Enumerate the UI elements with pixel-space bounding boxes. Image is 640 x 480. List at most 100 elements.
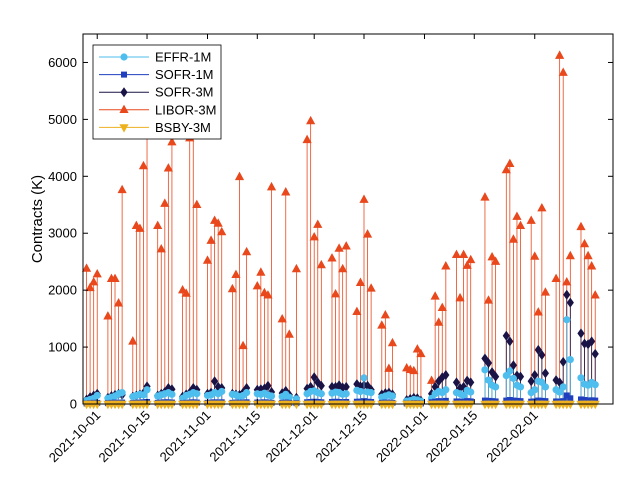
sofr-3m-point xyxy=(566,297,574,308)
libor-3m-point xyxy=(313,219,323,228)
libor-3m-point xyxy=(355,277,366,286)
effr-1m-point xyxy=(367,389,375,397)
series-libor-3m xyxy=(81,50,600,404)
bsby-3m-point xyxy=(341,400,351,410)
libor-3m-point xyxy=(480,192,490,201)
legend-marker-sofr-1m xyxy=(121,71,127,78)
y-tick-label: 1000 xyxy=(48,340,77,355)
sofr-3m-point xyxy=(353,379,361,390)
sofr-1m-point xyxy=(577,396,584,403)
bsby-3m-point xyxy=(590,400,600,410)
bsby-3m-point xyxy=(192,400,202,410)
libor-3m-point xyxy=(537,202,547,212)
sofr-3m-point xyxy=(492,371,500,382)
sofr-3m-point xyxy=(556,377,564,388)
libor-3m-point xyxy=(462,260,472,269)
libor-3m-point xyxy=(135,223,145,232)
plot-area xyxy=(81,50,600,410)
libor-3m-point xyxy=(181,288,191,297)
sofr-3m-point xyxy=(335,380,343,391)
sofr-3m-point xyxy=(559,356,567,367)
x-tick-label: 2022-02-01 xyxy=(483,408,541,466)
libor-3m-point xyxy=(515,220,526,230)
x-tick-label: 2021-11-01 xyxy=(157,408,214,465)
legend-marker-bsby-3m xyxy=(119,124,129,133)
libor-3m-point xyxy=(587,261,597,270)
y-tick-label: 2000 xyxy=(48,283,77,298)
x-tick-label: 2021-10-01 xyxy=(46,408,104,466)
libor-3m-point xyxy=(380,310,390,319)
libor-3m-point xyxy=(508,234,519,243)
libor-3m-point xyxy=(555,50,565,59)
legend-label-bsby-3m: BSBY-3M xyxy=(155,120,211,135)
libor-3m-point xyxy=(316,259,326,269)
x-tick-label: 2021-12-15 xyxy=(312,408,370,466)
effr-1m-point xyxy=(492,383,500,391)
effr-1m-point xyxy=(506,367,514,375)
sofr-3m-point xyxy=(317,380,325,391)
libor-3m-point xyxy=(341,241,351,250)
libor-3m-point xyxy=(579,238,590,248)
libor-3m-point xyxy=(227,283,237,293)
effr-1m-point xyxy=(193,390,201,398)
bsby-3m-point xyxy=(117,400,127,410)
bsby-3m-point xyxy=(316,400,326,410)
sofr-1m-point xyxy=(581,397,588,404)
sofr-1m-point xyxy=(563,392,570,399)
effr-1m-point xyxy=(388,392,397,400)
sofr-3m-point xyxy=(534,344,542,355)
effr-1m-point xyxy=(566,356,574,364)
libor-3m-point xyxy=(277,313,287,323)
sofr-3m-point xyxy=(363,380,372,391)
sofr-3m-point xyxy=(531,369,539,380)
libor-3m-point xyxy=(352,306,362,315)
libor-3m-point xyxy=(583,250,593,260)
effr-1m-point xyxy=(460,391,468,400)
libor-3m-point xyxy=(167,136,177,146)
libor-3m-point xyxy=(434,317,444,326)
sofr-3m-point xyxy=(342,381,350,392)
bsby-3m-point xyxy=(441,400,451,410)
plot-frame xyxy=(82,33,614,405)
libor-3m-point xyxy=(441,261,451,270)
y-axis-label: Contracts (K) xyxy=(29,175,46,263)
libor-3m-point xyxy=(256,267,266,276)
libor-3m-point xyxy=(377,320,387,329)
libor-3m-point xyxy=(309,232,319,241)
effr-1m-point xyxy=(484,376,493,384)
y-tick-label: 6000 xyxy=(48,55,77,70)
libor-3m-point xyxy=(334,243,344,252)
effr-1m-point xyxy=(243,389,251,397)
effr-1m-point xyxy=(143,386,151,394)
effr-1m-point xyxy=(317,390,325,398)
bsby-3m-point xyxy=(540,400,551,410)
sofr-1m-point xyxy=(510,397,517,404)
sofr-3m-point xyxy=(591,348,599,359)
libor-3m-point xyxy=(138,160,149,170)
series-bsby-3m xyxy=(81,400,600,410)
libor-3m-point xyxy=(110,273,120,282)
x-tick-label: 2021-12-01 xyxy=(263,408,321,466)
libor-3m-point xyxy=(156,243,166,253)
bsby-3m-point xyxy=(515,400,526,410)
effr-1m-point xyxy=(342,390,350,398)
libor-3m-point xyxy=(384,363,394,372)
legend-label-effr-1m: EFFR-1M xyxy=(155,50,211,65)
libor-3m-point xyxy=(437,302,447,311)
libor-3m-point xyxy=(366,283,376,292)
libor-3m-point xyxy=(160,198,170,207)
libor-3m-point xyxy=(103,311,113,320)
sofr-3m-point xyxy=(584,339,592,350)
y-tick-label: 4000 xyxy=(48,169,77,184)
sofr-1m-point xyxy=(481,397,488,404)
libor-3m-point xyxy=(128,336,138,345)
libor-3m-point xyxy=(284,329,294,338)
effr-1m-point xyxy=(93,391,101,400)
libor-3m-point xyxy=(451,249,462,259)
legend-marker-effr-1m xyxy=(120,53,128,61)
libor-3m-point xyxy=(501,164,511,174)
sofr-3m-point xyxy=(460,381,468,392)
libor-3m-point xyxy=(327,253,337,262)
legend-marker-libor-3m xyxy=(119,104,129,113)
libor-3m-point xyxy=(302,134,312,144)
